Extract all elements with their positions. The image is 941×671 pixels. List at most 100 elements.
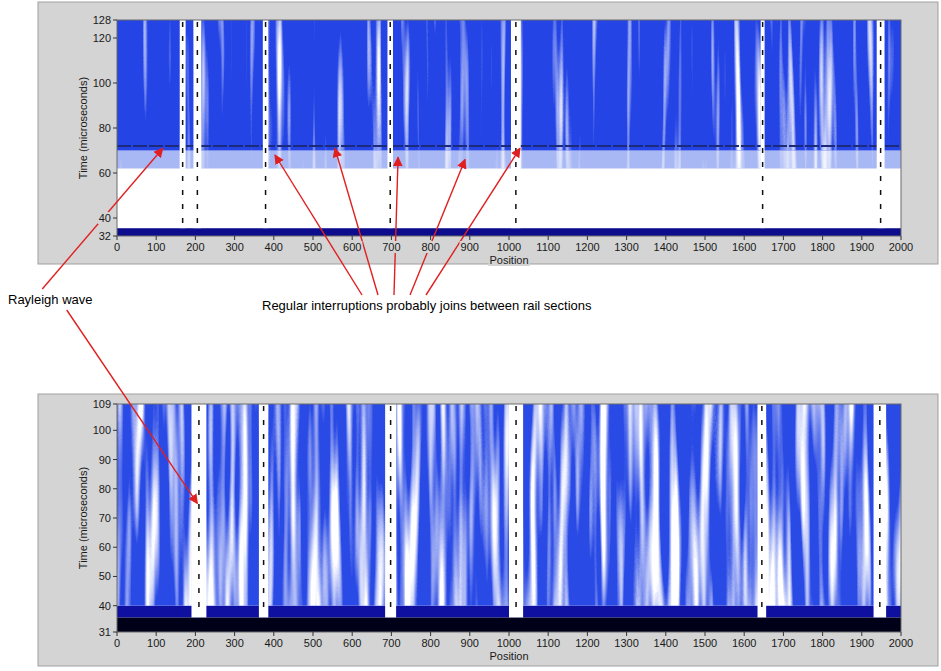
y-tick — [113, 632, 117, 633]
annotation-arrow — [410, 160, 465, 296]
x-tick-label-group: 1100 — [535, 637, 561, 649]
interruption — [758, 404, 767, 617]
x-tick-label-patch — [770, 637, 796, 649]
x-tick — [705, 632, 706, 636]
y-tick-label: 80 — [99, 483, 111, 495]
x-tick-label: 1400 — [654, 637, 678, 649]
y-tick-label-group: 31 — [98, 626, 112, 638]
x-tick-label-group: 1000 — [496, 241, 522, 253]
y-tick-label: 50 — [99, 570, 111, 582]
y-tick-label-patch — [98, 626, 112, 638]
interruption-dash — [263, 406, 265, 615]
interruption-dash — [515, 406, 517, 615]
x-tick-label-group: 2000 — [888, 241, 914, 253]
x-tick-label-patch — [496, 637, 522, 649]
x-tick-label-patch — [460, 637, 480, 649]
x-tick-label-group: 1500 — [692, 241, 718, 253]
x-tick-label-patch — [809, 241, 835, 253]
y-tick-label: 40 — [99, 212, 111, 224]
x-tick-label-group: 200 — [185, 241, 205, 253]
x-tick-label-patch — [613, 241, 639, 253]
x-tick — [430, 236, 431, 240]
x-tick-label-group: 600 — [342, 637, 362, 649]
interruption-dash — [762, 22, 764, 226]
interruption — [511, 20, 521, 228]
x-tick-label: 1600 — [732, 241, 756, 253]
x-tick-label-patch — [420, 241, 440, 253]
x-tick-label-group: 1400 — [653, 637, 679, 649]
x-tick-label: 900 — [461, 241, 479, 253]
band — [117, 617, 901, 632]
x-tick-label: 1500 — [693, 241, 717, 253]
y-tick-label-group: 60 — [98, 167, 112, 179]
x-tick-label: 1000 — [497, 637, 521, 649]
x-tick-label-group: 2000 — [888, 637, 914, 649]
x-tick-label: 1300 — [614, 637, 638, 649]
x-tick-label: 800 — [421, 637, 439, 649]
x-tick-label-group: 1000 — [496, 637, 522, 649]
x-tick — [273, 236, 274, 240]
interruption-dash — [761, 406, 763, 615]
x-tick-label: 700 — [382, 637, 400, 649]
interruption-dash — [389, 22, 391, 226]
x-tick-label-patch — [692, 241, 718, 253]
y-tick-label-patch — [98, 600, 112, 612]
x-tick-label: 1200 — [575, 637, 599, 649]
x-tick — [234, 236, 235, 240]
interruption-dash — [182, 22, 184, 226]
y-tick-label-group: 90 — [98, 454, 112, 466]
y-tick-label-group: 60 — [98, 541, 112, 553]
interruption — [263, 20, 268, 228]
x-tick — [901, 632, 902, 636]
interruption — [193, 20, 201, 228]
x-tick-label: 0 — [114, 241, 120, 253]
x-tick-label-group: 1500 — [692, 637, 718, 649]
x-tick-label-group: 1200 — [574, 241, 600, 253]
y-tick-label: 128 — [93, 14, 111, 26]
x-tick-label: 2000 — [889, 637, 913, 649]
x-tick — [861, 236, 862, 240]
x-axis-title-group: Position — [488, 254, 529, 266]
y-axis-title: Time (microseconds) — [77, 77, 89, 179]
x-tick-label: 1500 — [693, 637, 717, 649]
y-tick-label-group: 128 — [92, 14, 112, 26]
panel — [38, 2, 938, 264]
annotation-arrow — [394, 157, 398, 295]
y-axis-title-group: Time (microseconds) — [77, 466, 90, 570]
y-tick-label-patch — [92, 77, 112, 89]
x-tick-label: 1800 — [810, 241, 834, 253]
interruption — [877, 20, 885, 228]
x-tick-label-patch — [224, 637, 244, 649]
x-tick-label-group: 700 — [381, 637, 401, 649]
y-tick-label-group: 100 — [92, 424, 112, 436]
y-tick-label-patch — [98, 483, 112, 495]
y-tick — [113, 430, 117, 431]
x-tick-label: 100 — [147, 637, 165, 649]
plot-background — [117, 20, 901, 236]
x-tick-label-patch — [613, 637, 639, 649]
x-tick-label: 600 — [343, 637, 361, 649]
x-tick-label-patch — [342, 637, 362, 649]
x-tick-label: 200 — [186, 637, 204, 649]
interruption — [387, 20, 392, 228]
annotation-arrow — [335, 148, 378, 295]
x-tick-label-patch — [264, 637, 284, 649]
y-tick — [113, 404, 117, 405]
plot-area — [117, 20, 901, 236]
y-tick-label-group: 50 — [98, 570, 112, 582]
x-tick-label-patch — [303, 637, 323, 649]
x-tick-label-group: 1300 — [613, 241, 639, 253]
x-tick — [509, 632, 510, 636]
y-tick — [113, 83, 117, 84]
y-tick-label-patch — [98, 570, 112, 582]
x-tick-label: 1300 — [614, 241, 638, 253]
x-tick-label: 700 — [382, 241, 400, 253]
x-tick — [156, 632, 157, 636]
y-tick-label: 100 — [93, 77, 111, 89]
y-tick-label-patch — [92, 398, 112, 410]
y-axis-title: Time (microseconds) — [77, 467, 89, 569]
y-tick-label: 60 — [99, 167, 111, 179]
y-tick-label-patch — [92, 14, 112, 26]
x-tick — [783, 236, 784, 240]
x-tick-label: 1800 — [810, 637, 834, 649]
